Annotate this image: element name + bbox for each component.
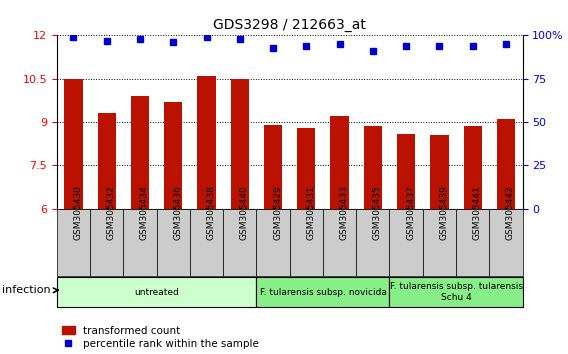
Text: GSM305435: GSM305435 [373,185,382,240]
Text: GSM305429: GSM305429 [273,185,282,240]
Text: GSM305437: GSM305437 [406,185,415,240]
Bar [264,125,282,209]
Bar [489,209,523,276]
Bar [390,277,523,307]
Bar [157,209,190,276]
Bar [430,135,449,209]
Bar [256,209,290,276]
Bar [57,277,256,307]
Bar [497,119,515,209]
Bar [290,209,323,276]
Bar [64,79,82,209]
Text: GSM305434: GSM305434 [140,185,149,240]
Text: GSM305436: GSM305436 [173,185,182,240]
Text: GSM305442: GSM305442 [506,185,515,240]
Text: F. tularensis subsp. tularensis
Schu 4: F. tularensis subsp. tularensis Schu 4 [390,282,523,302]
Bar [123,209,157,276]
Text: GSM305438: GSM305438 [207,185,215,240]
Bar [463,126,482,209]
Text: GSM305432: GSM305432 [107,185,116,240]
Bar [190,209,223,276]
Bar [57,209,90,276]
Bar [331,116,349,209]
Bar [323,209,356,276]
Bar [397,134,415,209]
Text: infection: infection [2,285,51,295]
Text: GSM305440: GSM305440 [240,185,249,240]
Bar [456,209,489,276]
Bar [98,113,116,209]
Bar [164,102,182,209]
Title: GDS3298 / 212663_at: GDS3298 / 212663_at [213,18,366,32]
Bar [390,209,423,276]
Text: GSM305433: GSM305433 [340,185,349,240]
Bar [356,209,390,276]
Bar [256,277,390,307]
Bar [90,209,123,276]
Text: GSM305430: GSM305430 [73,185,82,240]
Text: F. tularensis subsp. novicida: F. tularensis subsp. novicida [260,287,386,297]
Bar [364,126,382,209]
Bar [423,209,456,276]
Text: GSM305431: GSM305431 [306,185,315,240]
Bar [131,96,149,209]
Text: GSM305441: GSM305441 [473,185,482,240]
Legend: transformed count, percentile rank within the sample: transformed count, percentile rank withi… [62,326,258,349]
Text: untreated: untreated [134,287,179,297]
Bar [231,79,249,209]
Bar [297,128,315,209]
Bar [197,76,216,209]
Bar [223,209,256,276]
Text: GSM305439: GSM305439 [440,185,448,240]
